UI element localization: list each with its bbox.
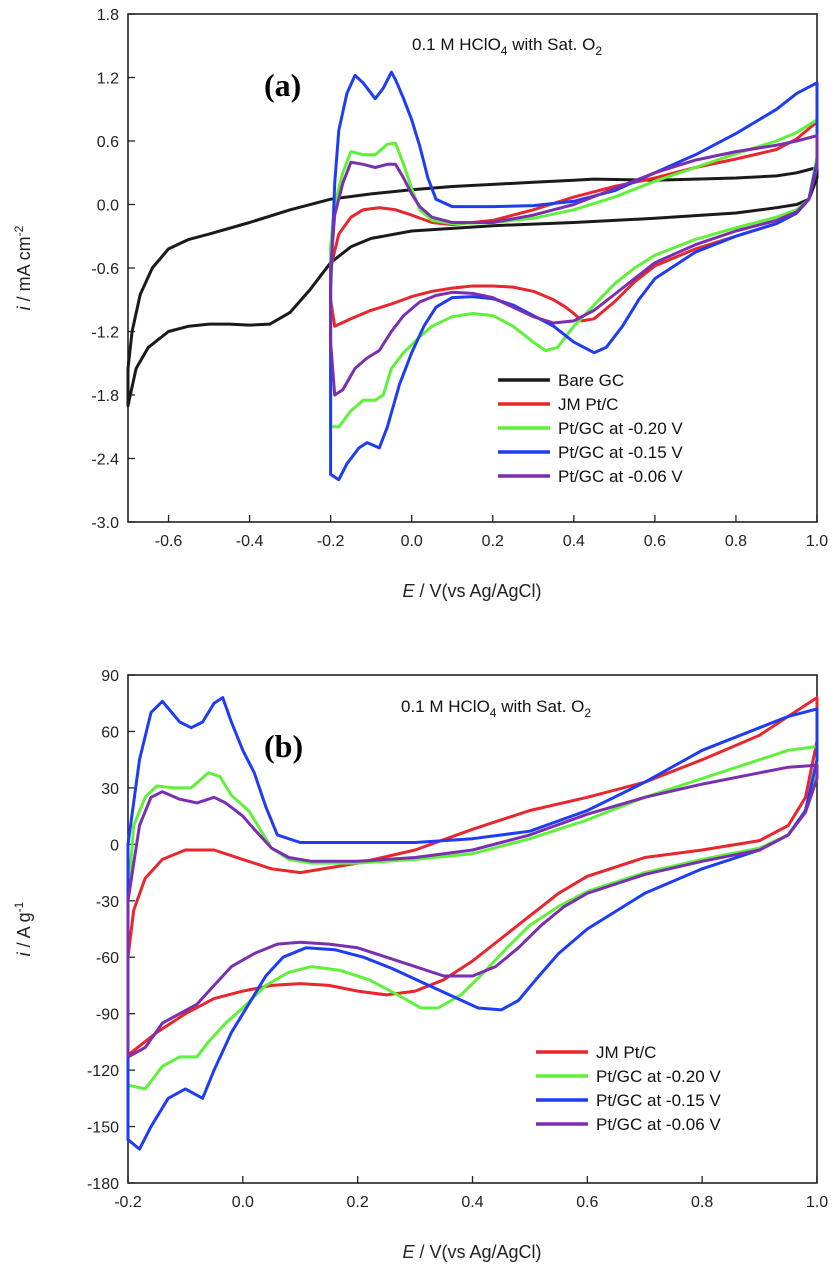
y-tick-label: -90 xyxy=(96,1007,119,1024)
y-tick-label: -1.8 xyxy=(91,388,119,405)
x-tick-label: 1.0 xyxy=(806,1194,828,1211)
y-tick-label: -1.2 xyxy=(91,325,119,342)
y-tick-label: -180 xyxy=(87,1176,119,1193)
x-tick-label: 0.2 xyxy=(347,1194,369,1211)
legend-entry: Pt/GC at -0.20 V xyxy=(596,1067,721,1086)
x-tick-label: -0.6 xyxy=(155,533,183,550)
x-tick-label: 0.4 xyxy=(563,533,585,550)
x-tick-label: -0.4 xyxy=(236,533,264,550)
series-curve-3 xyxy=(126,696,819,1151)
panel-b-legend: JM Pt/C Pt/GC at -0.20 V Pt/GC at -0.15 V P… xyxy=(536,1043,721,1134)
series-curve-2 xyxy=(126,745,819,1091)
legend-entry: Pt/GC at -0.15 V xyxy=(558,443,683,462)
y-tick-label: 0.6 xyxy=(97,134,119,151)
y-tick-label: -2.4 xyxy=(91,452,119,469)
panel-a-curves xyxy=(126,70,819,482)
panel-b-label: (b) xyxy=(264,728,303,764)
x-tick-label: 0.8 xyxy=(725,533,747,550)
x-tick-label: 0.6 xyxy=(644,533,666,550)
panel-a-chart: -0.6 -0.4 -0.2 0.0 0.2 0.4 0.6 0.8 1.0 -3.0 -2.4 -1… xyxy=(12,7,828,601)
legend-entry: JM Pt/C xyxy=(596,1043,656,1062)
y-tick-label: 0 xyxy=(110,837,119,854)
y-tick-label: 30 xyxy=(101,781,119,798)
series-curve-5 xyxy=(329,134,819,397)
panel-b-chart: -0.2 0.0 0.2 0.4 0.6 0.8 1.0 -180 -150 -120 -90 -60… xyxy=(12,668,828,1262)
y-tick-label: 1.2 xyxy=(97,71,119,88)
series-curve-1 xyxy=(126,696,819,1057)
panel-a-legend: Bare GC JM Pt/C Pt/GC at -0.20 V Pt/GC at -… xyxy=(498,371,683,486)
panel-b-x-axis-label: E / V(vs Ag/AgCl) xyxy=(402,1242,541,1262)
legend-entry: Pt/GC at -0.06 V xyxy=(596,1115,721,1134)
panel-a-y-axis-label: i / mA cm-2 xyxy=(12,225,34,310)
panel-a-plot-frame xyxy=(127,13,818,523)
x-tick-label: 1.0 xyxy=(806,533,828,550)
panel-a-ticks: -0.6 -0.4 -0.2 0.0 0.2 0.4 0.6 0.8 1.0 -3.0 -2.4 -1… xyxy=(91,7,828,550)
x-tick-label: -0.2 xyxy=(317,533,345,550)
y-tick-label: -120 xyxy=(87,1063,119,1080)
x-tick-label: 0.6 xyxy=(576,1194,598,1211)
x-tick-label: 0.0 xyxy=(232,1194,254,1211)
y-tick-label: -60 xyxy=(96,950,119,967)
y-tick-label: -3.0 xyxy=(91,515,119,532)
y-tick-label: -150 xyxy=(87,1120,119,1137)
series-curve-4 xyxy=(126,763,819,1059)
panel-a-annotation: 0.1 M HClO4 with Sat. O2 xyxy=(412,35,602,58)
y-tick-label: 60 xyxy=(101,724,119,741)
legend-entry: Pt/GC at -0.15 V xyxy=(596,1091,721,1110)
legend-entry: Pt/GC at -0.06 V xyxy=(558,467,683,486)
panel-b-y-axis-label: i / A g-1 xyxy=(12,901,34,956)
y-tick-label: 0.0 xyxy=(97,198,119,215)
y-tick-label: 90 xyxy=(101,668,119,685)
panel-a-x-axis-label: E / V(vs Ag/AgCl) xyxy=(402,581,541,601)
x-tick-label: 0.0 xyxy=(401,533,423,550)
panel-b-ticks: -0.2 0.0 0.2 0.4 0.6 0.8 1.0 -180 -150 -120 -90 -60… xyxy=(87,668,828,1211)
legend-entry: Bare GC xyxy=(558,371,624,390)
panel-b-curves xyxy=(126,696,819,1151)
legend-entry: Pt/GC at -0.20 V xyxy=(558,419,683,438)
x-tick-label: 0.2 xyxy=(482,533,504,550)
panel-b-annotation: 0.1 M HClO4 with Sat. O2 xyxy=(401,697,591,720)
y-tick-label: -0.6 xyxy=(91,261,119,278)
x-tick-label: 0.8 xyxy=(691,1194,713,1211)
y-tick-label: -30 xyxy=(96,894,119,911)
legend-entry: JM Pt/C xyxy=(558,395,618,414)
x-tick-label: -0.2 xyxy=(114,1194,142,1211)
y-tick-label: 1.8 xyxy=(97,7,119,24)
panel-a-label: (a) xyxy=(264,67,301,103)
x-tick-label: 0.4 xyxy=(461,1194,483,1211)
